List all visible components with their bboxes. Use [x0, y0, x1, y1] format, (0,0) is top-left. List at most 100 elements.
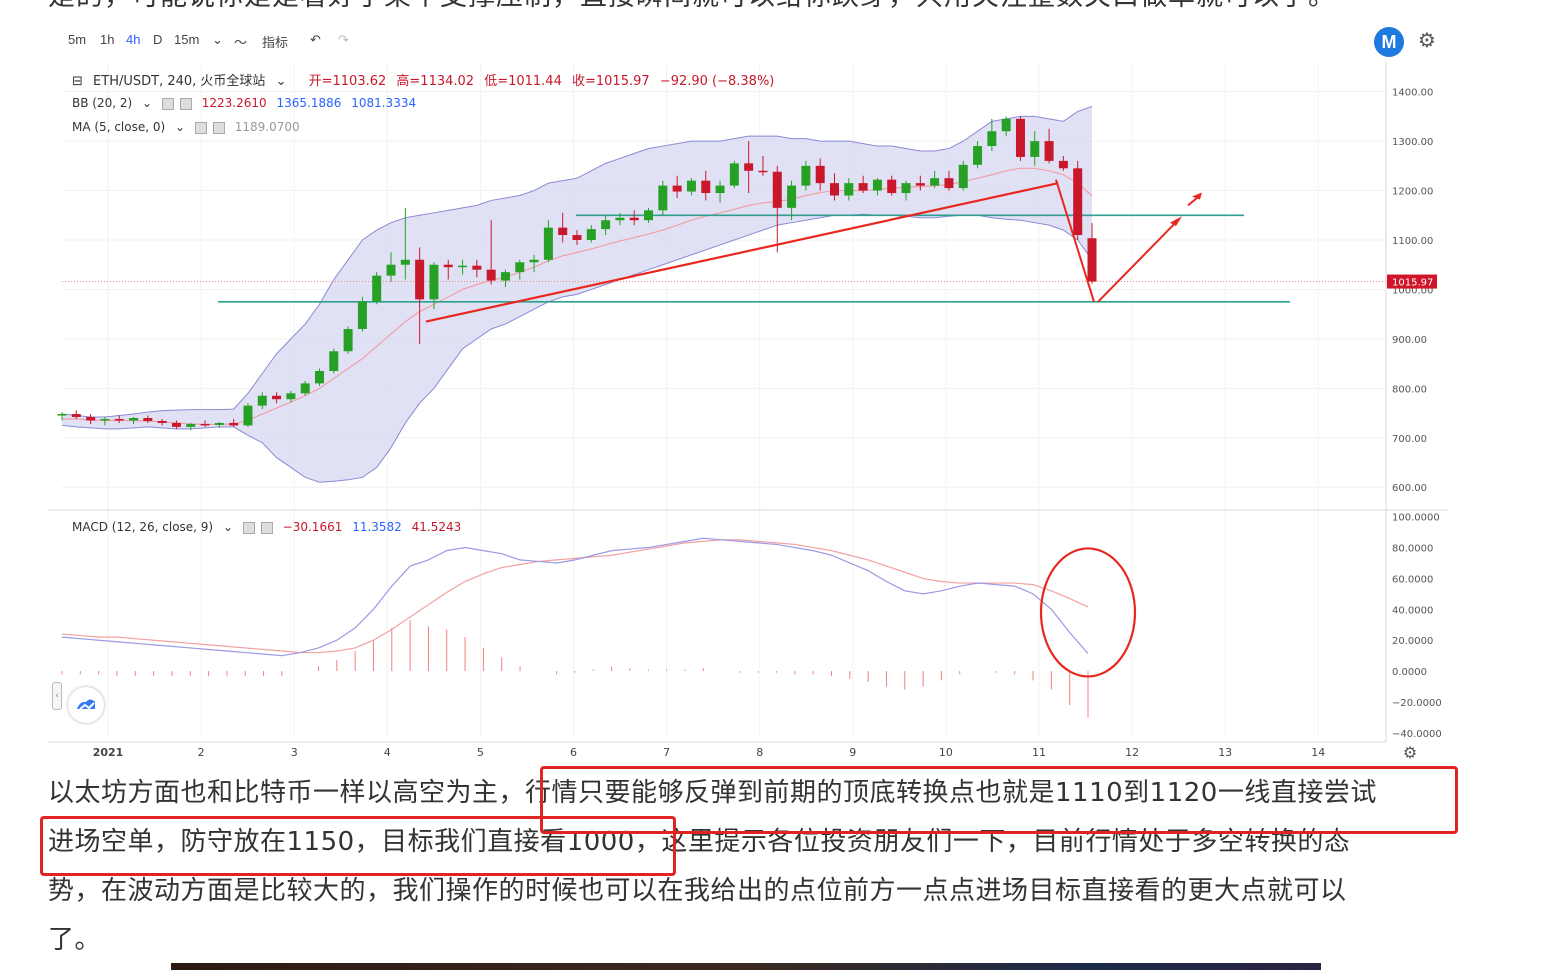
collapse-icon[interactable]: ⊟	[72, 74, 83, 89]
time-tick-label: 3	[291, 746, 298, 759]
candle-body	[400, 259, 410, 265]
indicators-button[interactable]: 指标	[262, 35, 289, 50]
candle-body	[586, 229, 596, 240]
small-arrowhead	[1192, 192, 1202, 200]
candle-body	[715, 185, 725, 194]
candle-body	[472, 265, 482, 270]
candle-body	[844, 183, 854, 196]
time-tick-label: 5	[477, 746, 484, 759]
timeframe-1h[interactable]: 1h	[100, 32, 115, 47]
time-tick-label: 9	[849, 746, 856, 759]
indicators-icon[interactable]: 〜	[234, 35, 248, 50]
macd-title[interactable]: MACD (12, 26, close, 9)	[72, 520, 214, 534]
time-tick-label: 13	[1218, 746, 1232, 759]
time-tick-label: 7	[663, 746, 670, 759]
candle-body	[300, 383, 310, 394]
candle-body	[944, 178, 954, 189]
candle-body	[830, 183, 839, 196]
candle-body	[500, 272, 510, 281]
ma-value: 1189.0700	[234, 120, 300, 134]
rebound-arrowhead	[1170, 216, 1182, 227]
candle-body	[86, 417, 96, 421]
article-top-line: 是的，可能说你是是看好了某个支撑压制，直接瞬间就可以给你跌穿，只用关注整数关口做…	[48, 0, 1508, 12]
drop-arrow-line	[1055, 179, 1095, 303]
candle-body	[129, 418, 139, 421]
macd-tick-label: 80.0000	[1392, 544, 1433, 555]
time-tick-label: 12	[1125, 746, 1139, 759]
candle-body	[186, 423, 196, 427]
redo-icon[interactable]: ↷	[338, 32, 349, 47]
tradingview-logo-icon[interactable]	[68, 687, 104, 723]
close-icon[interactable]	[212, 121, 225, 134]
macd-tick-label: 40.0000	[1392, 605, 1433, 616]
candle-body	[243, 405, 253, 426]
candle-body	[343, 329, 353, 352]
trading-chart[interactable]: 5m 1h 4h D 15m ⌄ 〜 指标 ↶ ↷ M ⚙ 1400.00 130…	[48, 22, 1448, 764]
candle-body	[601, 220, 611, 230]
bb-legend: BB (20, 2) ⌄ 1223.2610 1365.1886 1081.33…	[72, 96, 422, 110]
candle-body	[272, 395, 282, 400]
candle-body	[686, 180, 696, 192]
close-icon[interactable]	[179, 97, 192, 110]
candle-body	[658, 185, 668, 211]
undo-icon[interactable]: ↶	[310, 32, 321, 47]
chevron-down-icon[interactable]: ⌄	[142, 96, 153, 110]
price-tick-label: 700.00	[1392, 434, 1427, 445]
timeframe-d[interactable]: D	[153, 32, 163, 47]
candle-body	[858, 183, 868, 191]
ohlc-open: 开=1103.62	[308, 74, 387, 89]
candle-body	[329, 351, 339, 372]
candle-body	[200, 423, 210, 426]
candle-body	[229, 422, 239, 426]
settings-gear-icon: ⚙	[1403, 743, 1417, 762]
macd-tick-label: 60.0000	[1392, 574, 1433, 585]
side-collapse-button[interactable]: ‹	[52, 682, 62, 710]
candle-body	[386, 264, 396, 276]
article-line-1: 以太坊方面也和比特币一样以高空为主，行情只要能够反弹到前期的顶底转换点也就是11…	[48, 778, 1377, 808]
bb-upper-value: 1365.1886	[276, 96, 342, 110]
ohlc-change: −92.90 (−8.38%)	[659, 74, 775, 89]
chevron-down-icon[interactable]: ⌄	[222, 520, 234, 534]
chevron-down-icon[interactable]: ⌄	[175, 120, 186, 134]
candle-body	[701, 180, 711, 194]
settings-icon[interactable]	[161, 97, 174, 110]
next-image-preview	[171, 963, 1321, 970]
price-tick-label: 1100.00	[1392, 236, 1433, 247]
macd-circle-annotation	[1039, 547, 1137, 678]
candle-body	[958, 164, 968, 189]
gear-icon[interactable]: ⚙	[1418, 28, 1436, 52]
timeframe-15m[interactable]: 15m	[174, 32, 200, 47]
chevron-down-icon[interactable]: ⌄	[212, 32, 223, 47]
timeframe-5m[interactable]: 5m	[68, 32, 87, 47]
last-price-label: 1015.97	[1392, 278, 1433, 289]
m-logo-icon[interactable]: M	[1374, 27, 1404, 57]
ma-title[interactable]: MA (5, close, 0)	[72, 120, 166, 134]
settings-icon[interactable]	[242, 521, 255, 534]
macd-signal-line	[61, 539, 1089, 654]
candle-body	[744, 163, 754, 171]
candle-body	[801, 165, 811, 186]
candle-body	[815, 165, 825, 184]
chevron-down-icon[interactable]: ⌄	[275, 74, 287, 89]
timeframe-4h[interactable]: 4h	[126, 32, 141, 47]
candle-body	[1073, 168, 1083, 236]
ohlc-low: 低=1011.44	[484, 74, 562, 89]
candle-body	[57, 414, 67, 416]
settings-icon[interactable]	[194, 121, 207, 134]
candle-body	[458, 265, 468, 268]
macd-tick-label: 20.0000	[1392, 636, 1433, 647]
price-tick-label: 1200.00	[1392, 187, 1433, 198]
article-line-4: 了。	[48, 925, 102, 955]
candle-body	[1001, 118, 1011, 132]
symbol-title[interactable]: ETH/USDT, 240, 火币全球站	[93, 74, 266, 89]
chart-toolbar: 5m 1h 4h D 15m ⌄ 〜 指标 ↶ ↷ M ⚙	[48, 22, 1448, 60]
candle-body	[1015, 118, 1025, 157]
candle-body	[572, 235, 582, 240]
candle-body	[872, 179, 882, 191]
bb-title[interactable]: BB (20, 2)	[72, 96, 133, 110]
candle-body	[729, 163, 739, 186]
price-tick-label: 800.00	[1392, 384, 1427, 395]
macd-signal-value: 41.5243	[411, 520, 462, 534]
bollinger-upper-line	[61, 106, 1093, 418]
close-icon[interactable]	[260, 521, 273, 534]
